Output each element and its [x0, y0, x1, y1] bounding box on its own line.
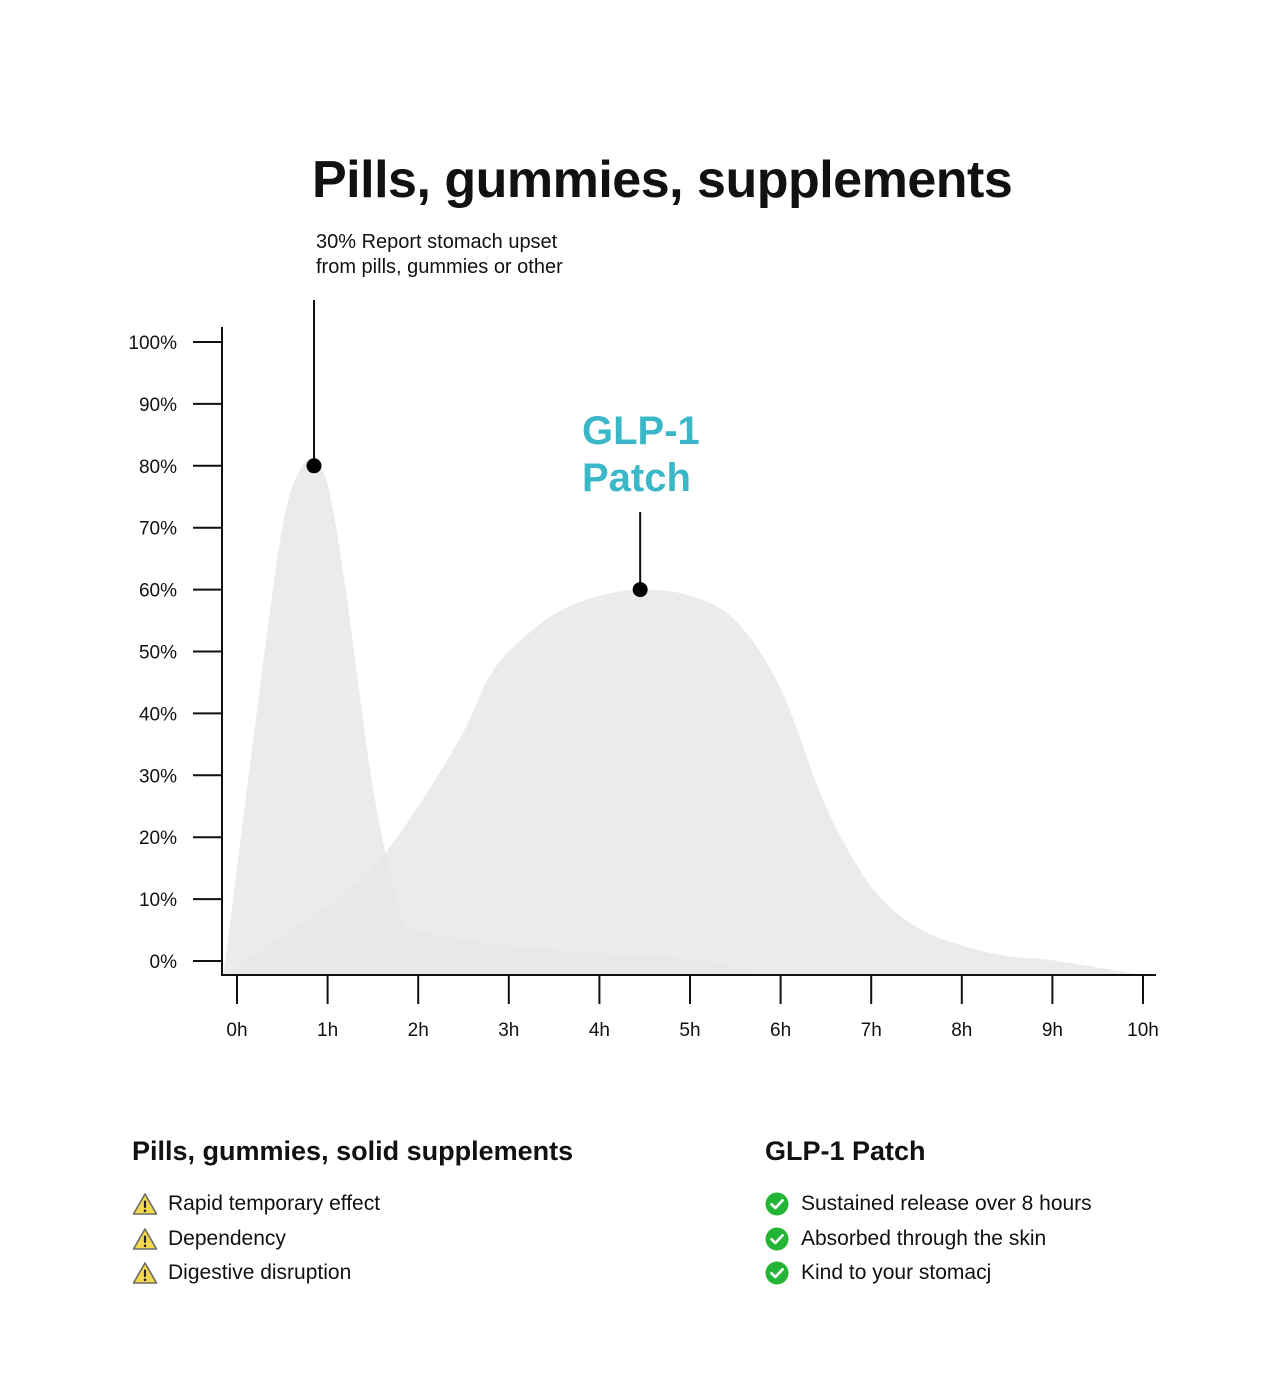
y-tick-label: 100% — [128, 333, 177, 354]
glp1-patch-area — [223, 589, 1143, 975]
pills-peak-marker — [306, 458, 322, 474]
y-tick-label: 50% — [139, 643, 177, 664]
patch-area-group — [223, 589, 1143, 975]
warning-icon — [132, 1227, 158, 1250]
x-tick-label: 2h — [408, 1020, 429, 1041]
check-circle-icon — [765, 1192, 789, 1216]
callout-line-1: 30% Report stomach upset — [316, 231, 558, 253]
warning-icon — [132, 1193, 158, 1216]
patch-panel: GLP-1 Patch Sustained release over 8 hou… — [765, 1136, 1092, 1291]
benefit-item: Kind to your stomacj — [765, 1256, 1092, 1291]
benefit-item-label: Kind to your stomacj — [801, 1261, 992, 1285]
y-tick-label: 30% — [139, 766, 177, 787]
x-tick-label: 10h — [1127, 1020, 1159, 1041]
check-circle-icon — [765, 1227, 789, 1251]
patch-panel-heading: GLP-1 Patch — [765, 1136, 926, 1166]
pills-callout: 30% Report stomach upset from pills, gum… — [316, 230, 563, 280]
drawback-item: Dependency — [132, 1222, 573, 1257]
patch-label-line-2: Patch — [582, 456, 691, 500]
page-title: Pills, gummies, supplements — [312, 151, 1013, 209]
y-tick-label: 90% — [139, 395, 177, 416]
drawback-item-label: Rapid temporary effect — [168, 1192, 381, 1216]
y-tick-label: 70% — [139, 519, 177, 540]
warning-icon — [132, 1262, 158, 1285]
y-tick-label: 80% — [139, 457, 177, 478]
y-tick-label: 40% — [139, 704, 177, 725]
pills-panel: Pills, gummies, solid supplements Rapid … — [132, 1136, 573, 1291]
benefit-item-label: Sustained release over 8 hours — [801, 1192, 1092, 1216]
x-tick-label: 1h — [317, 1020, 338, 1041]
drawback-item: Digestive disruption — [132, 1256, 573, 1291]
glp1-patch-label: GLP-1 Patch — [582, 408, 700, 502]
drawback-item-label: Dependency — [168, 1226, 286, 1250]
x-tick-label: 5h — [679, 1020, 700, 1041]
x-tick-label: 8h — [951, 1020, 972, 1041]
benefit-item: Absorbed through the skin — [765, 1222, 1092, 1257]
pills-drawbacks-list: Rapid temporary effect Dependency Digest… — [132, 1187, 573, 1291]
x-tick-label: 7h — [861, 1020, 882, 1041]
x-tick-label: 3h — [498, 1020, 519, 1041]
x-tick-label: 6h — [770, 1020, 791, 1041]
drawback-item-label: Digestive disruption — [168, 1261, 352, 1285]
x-tick-label: 0h — [226, 1020, 247, 1041]
pills-panel-heading: Pills, gummies, solid supplements — [132, 1136, 574, 1166]
x-tick-label: 9h — [1042, 1020, 1063, 1041]
check-circle-icon — [765, 1261, 789, 1285]
patch-peak-marker — [632, 582, 648, 598]
patch-benefits-list: Sustained release over 8 hours Absorbed … — [765, 1187, 1092, 1291]
chart: 0% 10% 20% 30% 40% 50% 60% 70% 80% 90% 100% 0h 1h 2h… — [128, 300, 1159, 1041]
x-axis-ticks: 0h 1h 2h 3h 4h 5h 6h 7h 8h 9h 10h — [226, 976, 1159, 1041]
benefit-item: Sustained release over 8 hours — [765, 1187, 1092, 1222]
y-tick-label: 20% — [139, 828, 177, 849]
y-tick-label: 0% — [150, 952, 178, 973]
drawback-item: Rapid temporary effect — [132, 1187, 573, 1222]
y-tick-label: 10% — [139, 890, 177, 911]
y-axis-ticks: 0% 10% 20% 30% 40% 50% 60% 70% 80% 90% 100% — [128, 333, 222, 973]
callout-line-2: from pills, gummies or other — [316, 256, 563, 278]
y-tick-label: 60% — [139, 581, 177, 602]
patch-label-line-1: GLP-1 — [582, 409, 700, 453]
benefit-item-label: Absorbed through the skin — [801, 1226, 1047, 1250]
x-tick-label: 4h — [589, 1020, 610, 1041]
